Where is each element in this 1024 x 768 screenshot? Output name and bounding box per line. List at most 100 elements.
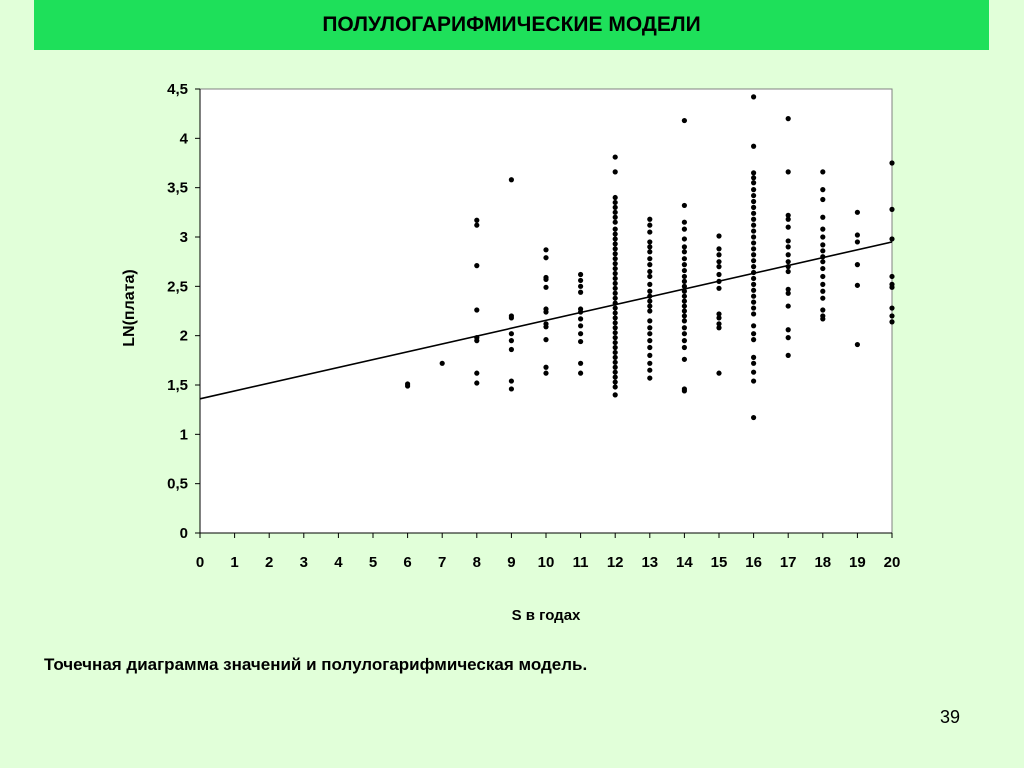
data-point bbox=[612, 335, 618, 341]
data-point bbox=[508, 177, 514, 183]
data-point bbox=[820, 281, 826, 287]
data-point bbox=[543, 309, 549, 315]
scatter-chart: 00,511,522,533,544,5 0 1 2 3 4 5 6 7 8 9 10 11 12 13 1… bbox=[121, 81, 900, 624]
data-point bbox=[820, 242, 826, 248]
data-point bbox=[785, 303, 791, 309]
data-point bbox=[751, 369, 757, 375]
data-point bbox=[785, 290, 791, 296]
data-point bbox=[820, 307, 826, 313]
data-point bbox=[647, 256, 653, 262]
data-point bbox=[681, 244, 688, 250]
data-point bbox=[681, 338, 688, 344]
data-point bbox=[612, 374, 618, 380]
data-point bbox=[751, 311, 757, 317]
data-point bbox=[578, 370, 584, 376]
data-point bbox=[474, 217, 480, 223]
data-point bbox=[681, 256, 688, 262]
data-point bbox=[647, 367, 653, 373]
y-tick-label: 1 bbox=[180, 426, 188, 443]
data-point bbox=[820, 316, 826, 322]
data-point bbox=[751, 187, 757, 193]
data-point bbox=[854, 341, 861, 348]
data-point bbox=[612, 320, 618, 326]
y-tick-label: 3 bbox=[180, 229, 188, 246]
y-tick-label: 3,5 bbox=[167, 180, 188, 197]
data-point bbox=[681, 388, 688, 394]
data-point bbox=[820, 295, 826, 301]
data-point bbox=[612, 305, 618, 311]
data-point bbox=[612, 384, 618, 390]
slide-title: ПОЛУЛОГАРИФМИЧЕСКИЕ МОДЕЛИ bbox=[322, 13, 701, 36]
data-point bbox=[751, 180, 757, 186]
page-number: 39 bbox=[940, 707, 961, 727]
data-point bbox=[647, 331, 653, 337]
data-point bbox=[647, 268, 653, 275]
x-axis: 0 1 2 3 4 5 6 7 8 9 10 11 12 13 14 15 16 17 18 19 20 bbox=[196, 532, 900, 571]
data-point bbox=[785, 252, 791, 258]
data-point bbox=[785, 259, 791, 265]
data-point bbox=[751, 331, 757, 337]
data-point bbox=[751, 414, 757, 421]
data-point bbox=[612, 315, 618, 321]
x-tick-label: 17 bbox=[780, 554, 797, 571]
data-point bbox=[751, 378, 757, 384]
data-point bbox=[785, 238, 791, 244]
data-point bbox=[751, 210, 757, 216]
data-point bbox=[681, 278, 688, 284]
data-point bbox=[612, 392, 618, 398]
data-point bbox=[681, 318, 688, 324]
data-point bbox=[751, 222, 757, 228]
data-point bbox=[820, 226, 826, 232]
data-point bbox=[612, 295, 618, 301]
y-tick-label: 4 bbox=[180, 130, 189, 147]
data-point bbox=[751, 281, 757, 287]
x-tick-label: 13 bbox=[641, 554, 658, 571]
data-point bbox=[681, 267, 688, 274]
data-point bbox=[854, 262, 861, 268]
data-point bbox=[578, 360, 584, 366]
data-point bbox=[751, 94, 757, 100]
data-point bbox=[578, 289, 584, 295]
data-point bbox=[785, 216, 791, 222]
data-point bbox=[751, 198, 757, 205]
data-point bbox=[751, 252, 757, 258]
data-point bbox=[751, 293, 757, 299]
x-tick-label: 2 bbox=[265, 554, 273, 571]
data-point bbox=[681, 356, 688, 362]
data-point bbox=[612, 204, 618, 210]
data-point bbox=[612, 199, 618, 206]
data-point bbox=[681, 236, 688, 242]
data-point bbox=[612, 369, 618, 375]
x-tick-label: 5 bbox=[369, 554, 377, 571]
data-point bbox=[681, 331, 688, 337]
data-point bbox=[474, 370, 480, 376]
x-tick-label: 6 bbox=[403, 554, 411, 571]
data-point bbox=[508, 338, 514, 344]
y-tick-label: 2,5 bbox=[167, 278, 188, 295]
data-point bbox=[612, 275, 618, 282]
x-tick-label: 10 bbox=[538, 554, 555, 571]
data-point bbox=[612, 154, 618, 160]
data-point bbox=[716, 285, 722, 291]
data-point bbox=[474, 307, 480, 313]
data-point bbox=[681, 293, 688, 299]
data-point bbox=[785, 327, 791, 333]
data-point bbox=[681, 262, 688, 268]
data-point bbox=[543, 370, 549, 376]
data-point bbox=[716, 246, 722, 252]
data-point bbox=[889, 284, 895, 290]
data-point bbox=[612, 226, 618, 232]
data-point bbox=[612, 219, 618, 225]
data-point bbox=[612, 270, 618, 277]
data-point bbox=[612, 354, 618, 360]
data-point bbox=[889, 319, 895, 325]
data-point bbox=[820, 265, 826, 272]
data-point bbox=[647, 229, 653, 235]
data-point bbox=[751, 240, 757, 246]
data-point bbox=[716, 321, 722, 327]
y-tick-label: 4,5 bbox=[167, 81, 188, 98]
data-point bbox=[716, 370, 722, 376]
data-point bbox=[716, 271, 722, 278]
x-tick-label: 19 bbox=[849, 554, 866, 571]
data-point bbox=[751, 354, 757, 360]
